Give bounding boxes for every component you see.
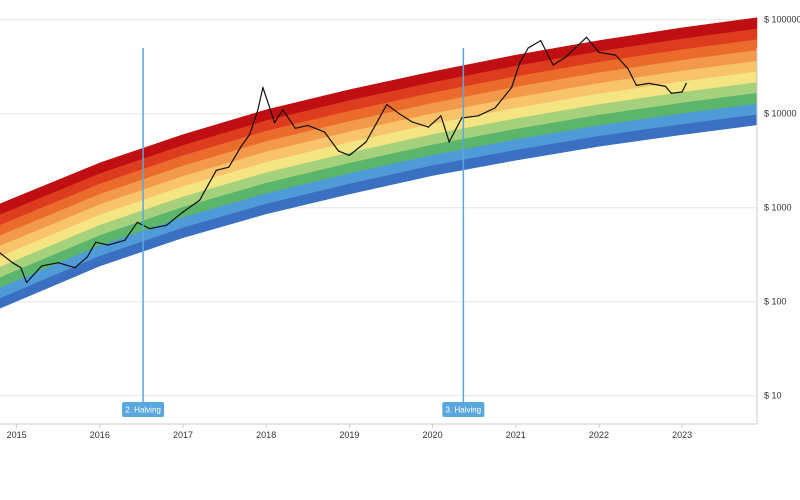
price-point <box>540 40 542 42</box>
price-point <box>477 115 479 117</box>
price-point <box>307 124 309 126</box>
price-point <box>448 141 450 143</box>
price-point <box>182 211 184 213</box>
price-point <box>249 134 251 136</box>
halving-label-box <box>442 402 485 417</box>
halving-markers: 2. Halving 3. Halving <box>122 48 485 417</box>
price-point <box>519 62 521 64</box>
y-tick-label: $ 1000 <box>764 203 792 213</box>
price-point <box>648 82 650 84</box>
price-point <box>107 244 109 246</box>
price-point <box>240 145 242 147</box>
x-axis-ticks: 2015 2016 2017 2018 2019 2020 2021 2022 2023 <box>7 424 692 440</box>
y-tick-label: $ 10 <box>764 391 782 401</box>
x-tick-label: 2020 <box>423 430 443 440</box>
price-point <box>552 64 554 66</box>
x-tick-label: 2022 <box>589 430 609 440</box>
price-point <box>615 54 617 56</box>
price-line <box>0 36 687 284</box>
price-point <box>124 239 126 241</box>
price-point <box>136 221 138 223</box>
price-point <box>86 256 88 258</box>
price-point <box>565 56 567 58</box>
x-tick-label: 2019 <box>339 430 359 440</box>
price-line-layer <box>0 36 687 284</box>
price-point <box>95 241 97 243</box>
price-point <box>411 121 413 123</box>
halving-label: 3. Halving <box>446 406 482 415</box>
x-tick-label: 2017 <box>173 430 193 440</box>
price-point <box>294 127 296 129</box>
price-point <box>199 199 201 201</box>
price-point <box>348 154 350 156</box>
price-point <box>74 267 76 269</box>
price-point <box>685 82 687 84</box>
y-axis-ticks: $ 10 $ 100 $ 1000 $ 10000 $ 100000 <box>764 15 800 401</box>
price-point <box>494 107 496 109</box>
price-point <box>57 262 59 264</box>
price-point <box>273 122 276 124</box>
price-point <box>386 104 388 106</box>
price-point <box>41 265 43 267</box>
x-tick-label: 2021 <box>506 430 526 440</box>
price-point <box>627 68 629 70</box>
price-point <box>681 91 683 93</box>
price-point <box>165 224 167 226</box>
price-point <box>20 267 22 269</box>
price-point <box>440 115 442 117</box>
halving-label-box <box>122 402 165 417</box>
price-point <box>670 92 672 94</box>
price-point <box>0 252 1 254</box>
y-tick-label: $ 10000 <box>764 109 797 119</box>
x-tick-label: 2016 <box>90 430 110 440</box>
x-tick-label: 2018 <box>256 430 276 440</box>
y-tick-label: $ 100 <box>764 297 787 307</box>
y-tick-label: $ 100000 <box>764 15 800 25</box>
halving-label: 2. Halving <box>125 406 161 415</box>
price-point <box>257 109 259 111</box>
price-point <box>338 150 340 152</box>
price-point <box>461 117 463 119</box>
axes <box>0 48 758 425</box>
price-point <box>635 84 638 86</box>
price-point <box>269 109 271 111</box>
price-point <box>11 262 14 264</box>
price-point <box>262 86 264 89</box>
price-point <box>585 36 588 38</box>
price-point <box>149 228 151 230</box>
price-point <box>398 113 400 115</box>
rainbow-band-10 <box>0 17 758 215</box>
price-point <box>664 85 667 87</box>
x-tick-label: 2015 <box>7 430 27 440</box>
price-point <box>215 169 217 171</box>
price-point <box>427 126 429 128</box>
price-point <box>511 86 513 89</box>
price-point <box>282 109 284 111</box>
price-point <box>365 141 367 143</box>
x-tick-label: 2023 <box>672 430 692 440</box>
price-point <box>228 166 230 168</box>
price-point <box>323 131 325 133</box>
price-point <box>598 51 600 53</box>
price-point <box>527 47 529 49</box>
rainbow-bands <box>0 17 758 309</box>
price-point <box>26 281 28 284</box>
